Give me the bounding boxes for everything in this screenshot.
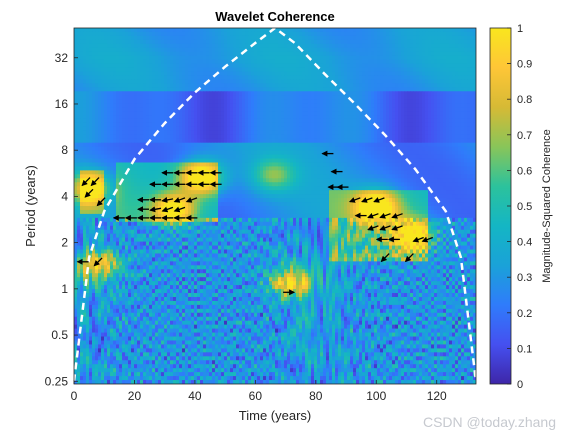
x-axis-label: Time (years)	[239, 408, 311, 423]
phase-arrow	[84, 188, 94, 198]
y-tick-label: 1	[61, 282, 68, 296]
phase-arrow	[161, 206, 174, 213]
phase-arrow	[361, 197, 373, 203]
colorbar-tick-label: 0.8	[517, 94, 532, 106]
phase-arrow	[367, 212, 379, 219]
phase-arrow	[93, 257, 103, 267]
phase-arrow	[173, 206, 186, 213]
phase-arrow	[391, 212, 403, 219]
x-tick-label: 60	[249, 389, 263, 403]
x-tick-label: 0	[71, 389, 78, 403]
colorbar-tick-label: 0.5	[517, 201, 532, 213]
chart-title: Wavelet Coherence	[215, 9, 334, 24]
watermark: CSDN @today.zhang	[422, 414, 556, 430]
phase-arrow	[81, 177, 91, 187]
phase-arrow	[173, 197, 186, 203]
phase-arrow	[421, 236, 434, 243]
phase-arrow	[185, 197, 198, 203]
y-axis-ticks: 0.25 0.5 1 2 4 8 16 32	[45, 51, 78, 388]
y-tick-label: 2	[61, 236, 68, 250]
colorbar-tick-label: 0.4	[517, 237, 532, 249]
phase-arrows	[76, 150, 434, 296]
phase-arrow	[90, 177, 100, 187]
phase-arrow	[380, 253, 390, 263]
phase-arrow	[391, 225, 403, 231]
y-tick-label: 4	[61, 189, 68, 203]
colorbar: 0 0.1 0.2 0.3 0.4 0.5 0.6 0.7 0.8 0.9 1 Magnitude-…	[489, 23, 553, 391]
x-axis-ticks: 0 20 40 60 80 100 120	[71, 380, 447, 403]
phase-arrow	[404, 253, 414, 263]
phase-arrow	[373, 197, 385, 203]
x-tick-label: 20	[128, 389, 142, 403]
plot-area	[73, 27, 477, 385]
y-axis-label: Period (years)	[23, 165, 38, 247]
colorbar-tick-label: 0.9	[517, 59, 532, 71]
y-tick-label: 16	[55, 97, 69, 111]
phase-arrow	[367, 225, 379, 231]
x-tick-label: 120	[427, 389, 447, 403]
x-tick-label: 80	[309, 389, 323, 403]
colorbar-ticks: 0 0.1 0.2 0.3 0.4 0.5 0.6 0.7 0.8 0.9 1	[507, 23, 532, 391]
y-tick-label: 8	[61, 143, 68, 157]
phase-arrow	[379, 225, 391, 231]
phase-arrow	[96, 197, 106, 207]
colorbar-tick-label: 0.6	[517, 165, 532, 177]
colorbar-tick-label: 0.1	[517, 343, 532, 355]
colorbar-tick-label: 0.2	[517, 308, 532, 320]
y-tick-label: 32	[55, 51, 69, 65]
phase-arrow	[348, 197, 361, 203]
y-tick-label: 0.5	[51, 328, 68, 342]
x-tick-label: 100	[366, 389, 386, 403]
y-tick-label: 0.25	[45, 374, 69, 388]
phase-arrow	[161, 196, 174, 203]
colorbar-tick-label: 1	[517, 23, 523, 35]
colorbar-tick-label: 0.3	[517, 272, 532, 284]
colorbar-tick-label: 0	[517, 379, 523, 391]
coherence-heatmap	[74, 28, 476, 384]
phase-arrow	[379, 212, 391, 219]
phase-arrow	[149, 206, 162, 213]
colorbar-label: Magnitude-Squared Coherence	[541, 129, 553, 283]
x-tick-label: 40	[188, 389, 202, 403]
plot-frame	[73, 27, 477, 385]
colorbar-tick-label: 0.7	[517, 130, 532, 142]
